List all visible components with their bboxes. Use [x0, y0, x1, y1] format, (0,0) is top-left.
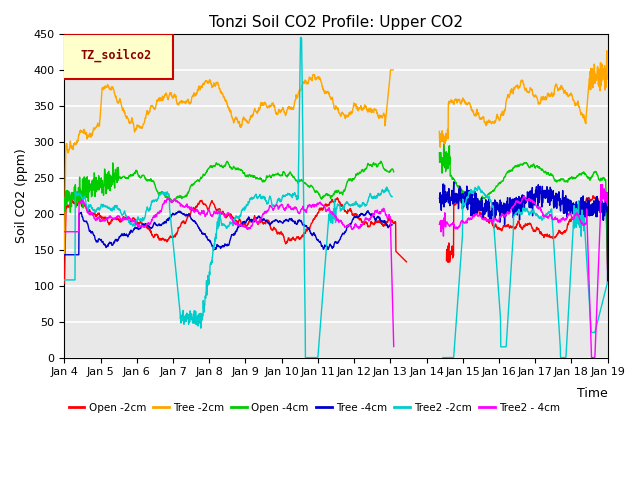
Text: TZ_soilco2: TZ_soilco2 — [81, 48, 152, 62]
Legend: Open -2cm, Tree -2cm, Open -4cm, Tree -4cm, Tree2 -2cm, Tree2 - 4cm: Open -2cm, Tree -2cm, Open -4cm, Tree -4… — [65, 398, 564, 417]
Y-axis label: Soil CO2 (ppm): Soil CO2 (ppm) — [15, 148, 28, 243]
Title: Tonzi Soil CO2 Profile: Upper CO2: Tonzi Soil CO2 Profile: Upper CO2 — [209, 15, 463, 30]
FancyBboxPatch shape — [59, 34, 173, 79]
X-axis label: Time: Time — [577, 387, 607, 400]
